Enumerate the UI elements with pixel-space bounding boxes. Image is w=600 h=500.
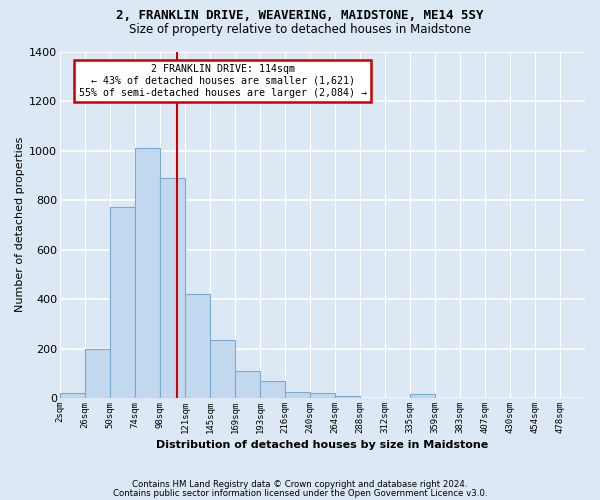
X-axis label: Distribution of detached houses by size in Maidstone: Distribution of detached houses by size …	[157, 440, 488, 450]
Y-axis label: Number of detached properties: Number of detached properties	[15, 137, 25, 312]
Bar	[185, 294, 210, 398]
Bar	[335, 396, 360, 398]
Bar	[410, 394, 435, 398]
Text: Size of property relative to detached houses in Maidstone: Size of property relative to detached ho…	[129, 22, 471, 36]
Text: Contains HM Land Registry data © Crown copyright and database right 2024.: Contains HM Land Registry data © Crown c…	[132, 480, 468, 489]
Bar	[85, 348, 110, 398]
Bar	[285, 392, 310, 398]
Text: 2 FRANKLIN DRIVE: 114sqm
← 43% of detached houses are smaller (1,621)
55% of sem: 2 FRANKLIN DRIVE: 114sqm ← 43% of detach…	[79, 64, 367, 98]
Bar	[235, 371, 260, 398]
Bar	[310, 393, 335, 398]
Bar	[160, 178, 185, 398]
Bar	[260, 380, 285, 398]
Bar	[210, 340, 235, 398]
Bar	[61, 393, 85, 398]
Bar	[136, 148, 160, 398]
Text: 2, FRANKLIN DRIVE, WEAVERING, MAIDSTONE, ME14 5SY: 2, FRANKLIN DRIVE, WEAVERING, MAIDSTONE,…	[116, 9, 484, 22]
Text: Contains public sector information licensed under the Open Government Licence v3: Contains public sector information licen…	[113, 488, 487, 498]
Bar	[110, 208, 135, 398]
